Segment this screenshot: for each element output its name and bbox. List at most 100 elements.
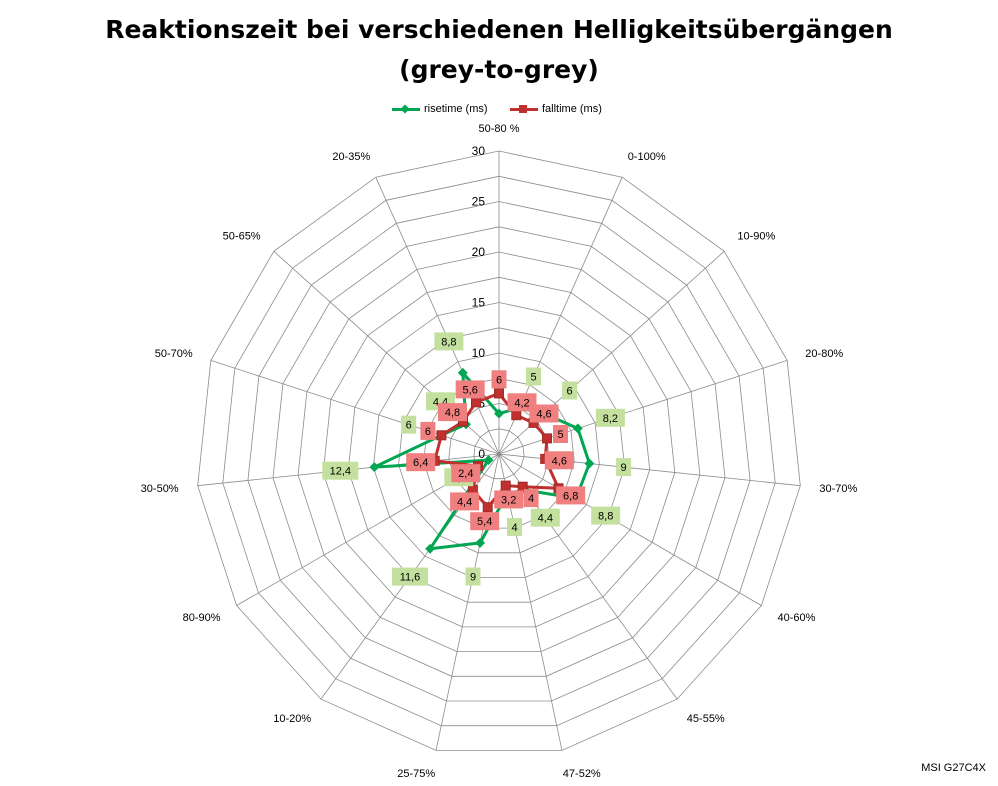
data-label: 6 — [496, 374, 502, 386]
category-label: 10-20% — [273, 713, 311, 725]
monitor-model-label: MSI G27C4X — [921, 762, 986, 774]
category-label: 50-70% — [155, 348, 193, 360]
data-label-box — [434, 332, 464, 351]
legend-item-risetime: risetime (ms) — [392, 101, 488, 117]
category-label: 25-75% — [397, 768, 435, 780]
grid-ring — [247, 201, 751, 702]
data-point — [511, 410, 522, 421]
data-label: 4,4 — [538, 513, 553, 525]
legend-risetime-label: risetime (ms) — [424, 103, 488, 115]
category-label: 80-90% — [183, 612, 221, 624]
data-point — [483, 455, 494, 466]
data-point — [425, 543, 436, 554]
data-label: 5 — [530, 372, 536, 384]
data-label: 4 — [528, 493, 534, 505]
data-label: 11,6 — [400, 572, 421, 584]
data-label-box — [595, 408, 625, 427]
data-label: 4 — [511, 522, 517, 534]
grid-ring — [347, 302, 651, 603]
grid-ring — [372, 327, 626, 578]
legend-falltime-label: falltime (ms) — [542, 103, 602, 115]
radial-tick-label: 10 — [472, 346, 486, 360]
radial-tick-label: 25 — [472, 195, 486, 209]
data-label: 5,6 — [463, 384, 478, 396]
data-label-box — [526, 367, 541, 386]
grid-ring — [222, 175, 776, 727]
data-label: 12,4 — [330, 466, 351, 478]
data-label-box — [470, 512, 500, 531]
category-label: 30-70% — [819, 483, 857, 495]
category-label: 50-80 % — [479, 123, 520, 135]
data-label: 6 — [567, 386, 573, 398]
data-label: 8,8 — [598, 511, 613, 523]
data-point — [436, 430, 447, 441]
data-label: 4,2 — [514, 397, 529, 409]
data-label-box — [529, 404, 559, 423]
data-label-box — [616, 458, 632, 477]
category-label: 47-52% — [563, 768, 601, 780]
radial-tick-label: 15 — [472, 296, 486, 310]
legend-falltime-swatch — [510, 104, 538, 113]
chart-legend: risetime (ms) falltime (ms) — [0, 101, 998, 117]
data-label: 8,2 — [603, 413, 618, 425]
data-point — [494, 408, 504, 419]
chart-title: Reaktionszeit bei verschiedenen Helligke… — [0, 10, 998, 90]
data-label: 8,8 — [441, 336, 456, 348]
chart-subtitle: (grey-to-grey) — [399, 55, 599, 84]
data-label-box — [455, 380, 485, 399]
labels-falltime: 6 4,2 4,6 5 4,6 6,8 4 3,2 5,4 4,4 2,4 6,4 6 4,85,6 — [406, 370, 586, 531]
grid-ring — [398, 352, 600, 554]
data-label: 9 — [470, 572, 476, 584]
data-label-box — [530, 508, 560, 527]
data-point — [572, 423, 583, 434]
radar-grid — [197, 150, 801, 751]
radial-tick-label: 20 — [472, 245, 486, 259]
grid-spoke — [498, 453, 762, 606]
data-label-box — [450, 492, 480, 511]
data-label-box — [507, 518, 522, 537]
data-label-box — [556, 486, 586, 505]
legend-falltime-marker — [519, 104, 527, 113]
data-label-box — [465, 567, 481, 586]
category-label: 10-90% — [737, 231, 775, 243]
legend-item-falltime: falltime (ms) — [510, 101, 602, 117]
category-label: 40-60% — [778, 612, 816, 624]
data-point — [542, 433, 552, 444]
data-label: 2,4 — [458, 468, 473, 480]
data-point — [475, 537, 486, 548]
category-label: 0-100% — [628, 151, 666, 163]
data-label: 4,8 — [445, 407, 460, 419]
data-label: 6,4 — [413, 457, 428, 469]
legend-risetime-swatch — [392, 103, 420, 114]
category-label: 50-65% — [223, 231, 261, 243]
data-label: 6 — [406, 420, 412, 432]
data-label-box — [322, 461, 359, 480]
data-label: 3,2 — [501, 494, 516, 506]
data-label-box — [491, 370, 507, 389]
category-label: 30-50% — [141, 483, 179, 495]
data-label-box — [401, 415, 417, 434]
data-label-box — [544, 451, 574, 470]
data-label: 9 — [621, 462, 627, 474]
data-label: 4,6 — [552, 455, 567, 467]
data-point — [500, 480, 511, 491]
data-label: 5,4 — [477, 516, 492, 528]
data-label: 5 — [557, 429, 563, 441]
data-point — [584, 458, 595, 469]
data-label-box — [591, 506, 621, 525]
data-label: 6,8 — [563, 490, 578, 502]
data-point — [494, 388, 504, 399]
data-label-box — [438, 403, 467, 422]
data-label: 4,4 — [457, 496, 472, 508]
category-label: 20-35% — [332, 151, 370, 163]
grid-ring — [322, 276, 676, 628]
data-label: 4,6 — [536, 409, 551, 421]
data-label-box — [420, 421, 436, 440]
grid-ring — [197, 150, 801, 751]
data-label-box — [562, 381, 578, 400]
data-label: 6 — [425, 426, 431, 438]
grid-spoke — [375, 177, 500, 455]
data-point — [482, 502, 493, 513]
